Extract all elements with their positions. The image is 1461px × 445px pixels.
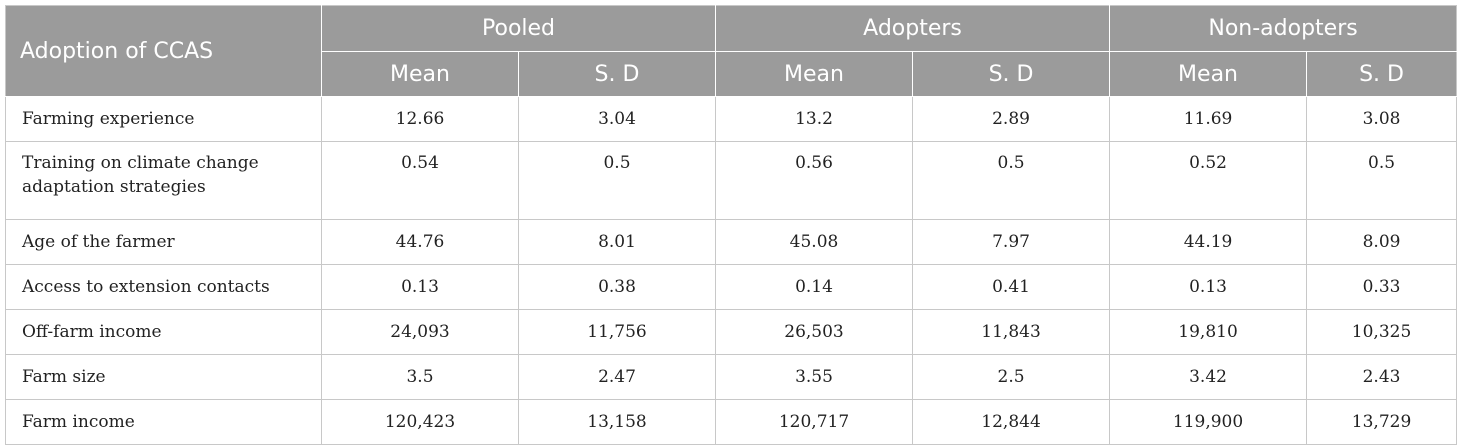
- group-header-pooled: Pooled: [321, 5, 717, 52]
- cell: 11,756: [518, 309, 717, 355]
- cell: 0.38: [518, 264, 717, 310]
- cell: 2.47: [518, 354, 717, 400]
- cell: 10,325: [1306, 309, 1457, 355]
- cell: 19,810: [1109, 309, 1308, 355]
- row-label: Farming experience: [5, 96, 322, 142]
- cell: 2.5: [912, 354, 1111, 400]
- subheader-adopters-sd: S. D: [912, 51, 1111, 97]
- cell: 0.5: [1306, 141, 1457, 220]
- row-label: Age of the farmer: [5, 219, 322, 265]
- cell: 3.08: [1306, 96, 1457, 142]
- cell: 44.19: [1109, 219, 1308, 265]
- table-body: Farming experience 12.66 3.04 13.2 2.89 …: [5, 96, 1457, 445]
- row-label: Off-farm income: [5, 309, 322, 355]
- cell: 0.13: [1109, 264, 1308, 310]
- cell: 44.76: [321, 219, 519, 265]
- cell: 3.5: [321, 354, 519, 400]
- subheader-non-adopters-mean: Mean: [1109, 51, 1308, 97]
- cell: 120,423: [321, 399, 519, 445]
- cell: 2.43: [1306, 354, 1457, 400]
- cell: 13,158: [518, 399, 717, 445]
- table-row: Off-farm income 24,093 11,756 26,503 11,…: [5, 309, 1457, 355]
- cell: 26,503: [715, 309, 914, 355]
- cell: 24,093: [321, 309, 519, 355]
- group-header-adopters: Adopters: [715, 5, 1111, 52]
- row-label: Training on climate change adaptation st…: [5, 141, 322, 220]
- subheader-pooled-sd: S. D: [518, 51, 717, 97]
- corner-header: Adoption of CCAS: [5, 5, 322, 97]
- cell: 3.42: [1109, 354, 1308, 400]
- cell: 12.66: [321, 96, 519, 142]
- cell: 120,717: [715, 399, 914, 445]
- cell: 0.5: [912, 141, 1111, 220]
- cell: 8.01: [518, 219, 717, 265]
- cell: 3.04: [518, 96, 717, 142]
- table-row: Farm income 120,423 13,158 120,717 12,84…: [5, 399, 1457, 445]
- cell: 3.55: [715, 354, 914, 400]
- table-row: Farm size 3.5 2.47 3.55 2.5 3.42 2.43: [5, 354, 1457, 400]
- table-header: Adoption of CCAS Pooled Adopters Non-ado…: [5, 5, 1457, 97]
- cell: 0.52: [1109, 141, 1308, 220]
- table-row: Age of the farmer 44.76 8.01 45.08 7.97 …: [5, 219, 1457, 265]
- cell: 7.97: [912, 219, 1111, 265]
- cell: 13.2: [715, 96, 914, 142]
- table-row: Access to extension contacts 0.13 0.38 0…: [5, 264, 1457, 310]
- cell: 0.56: [715, 141, 914, 220]
- subheader-non-adopters-sd: S. D: [1306, 51, 1457, 97]
- group-header-non-adopters: Non-adopters: [1109, 5, 1457, 52]
- row-label: Farm size: [5, 354, 322, 400]
- summary-statistics-table: Adoption of CCAS Pooled Adopters Non-ado…: [5, 5, 1458, 445]
- subheader-pooled-mean: Mean: [321, 51, 519, 97]
- cell: 13,729: [1351, 412, 1412, 432]
- cell: 11.69: [1109, 96, 1308, 142]
- row-label: Access to extension contacts: [5, 264, 322, 310]
- cell: 0.14: [715, 264, 914, 310]
- cell: 0.5: [518, 141, 717, 220]
- cell: 119,900: [1109, 399, 1308, 445]
- subheader-adopters-mean: Mean: [715, 51, 914, 97]
- cell: 8.09: [1306, 219, 1457, 265]
- row-label: Farm income: [5, 399, 322, 445]
- cell: 0.13: [321, 264, 519, 310]
- table-row: Farming experience 12.66 3.04 13.2 2.89 …: [5, 96, 1457, 142]
- cell: 0.41: [912, 264, 1111, 310]
- table-row: Training on climate change adaptation st…: [5, 141, 1457, 220]
- cell: 45.08: [715, 219, 914, 265]
- cell: 12,844: [912, 399, 1111, 445]
- cell: 0.33: [1306, 264, 1457, 310]
- cell: 0.54: [321, 141, 519, 220]
- cell: 2.89: [912, 96, 1111, 142]
- cell: 11,843: [912, 309, 1111, 355]
